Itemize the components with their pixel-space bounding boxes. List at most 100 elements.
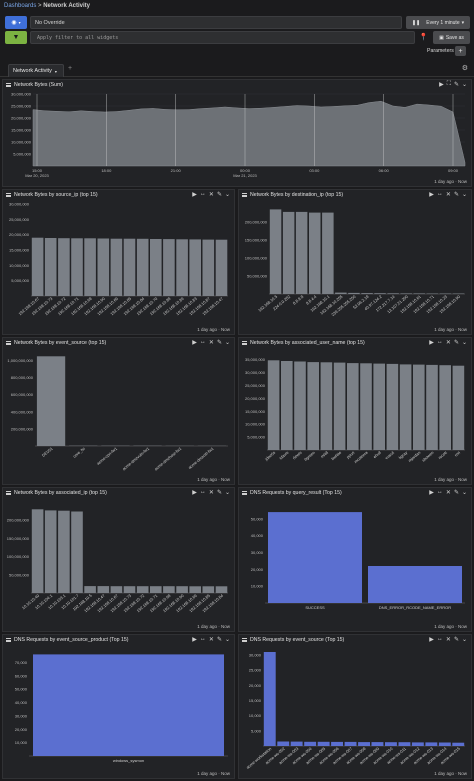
save-as-button[interactable]: ▣ Save as (433, 31, 470, 44)
x-tick-label: rori (453, 450, 461, 458)
chevron-down-icon[interactable]: ⌄ (224, 340, 230, 346)
y-tick-label: 150,000,000 (245, 238, 268, 243)
area-series (32, 100, 466, 167)
bar (295, 211, 308, 294)
collapse-icon[interactable]: ✕ (445, 490, 451, 496)
bar (439, 365, 451, 450)
widget-dns-by-event-source: DNS Requests by event_source (Top 15) ▶ ↔… (238, 634, 472, 779)
drag-handle-icon[interactable] (6, 638, 11, 642)
x-tick-label: mhill (320, 450, 330, 459)
y-tick-label: 70,000 (15, 660, 28, 665)
collapse-icon[interactable]: ✕ (445, 192, 451, 198)
drag-handle-icon[interactable] (242, 341, 247, 345)
refresh-interval-select[interactable]: ❚❚ Every 1 minute ▾ (406, 16, 470, 29)
collapse-icon[interactable]: ✕ (208, 490, 214, 496)
bar (176, 239, 188, 296)
y-tick-label: 10,000 (15, 740, 28, 745)
bar (33, 654, 224, 756)
edit-icon[interactable]: ✎ (453, 82, 459, 88)
play-icon[interactable]: ▶ (429, 490, 434, 496)
resize-icon[interactable]: ↔ (436, 489, 443, 495)
edit-icon[interactable]: ✎ (216, 637, 222, 643)
collapse-icon[interactable]: ✕ (208, 637, 214, 643)
collapse-icon[interactable]: ✕ (208, 340, 214, 346)
add-tab-button[interactable]: + (68, 65, 73, 72)
resize-icon[interactable]: ↔ (199, 339, 206, 345)
drag-handle-icon[interactable] (6, 341, 11, 345)
widget-actions: ▶ ↔ ✕ ✎ ⌄ (192, 636, 230, 643)
filter-input[interactable]: Apply filter to all widgets (30, 31, 415, 44)
widget-title: Network Bytes by event_source (top 15) (14, 340, 107, 346)
add-parameter-button[interactable]: + (455, 46, 466, 56)
drag-handle-icon[interactable] (242, 638, 247, 642)
chevron-down-icon[interactable]: ⌄ (224, 637, 230, 643)
edit-icon[interactable]: ✎ (453, 192, 459, 198)
x-tick-label: 21:00 (171, 168, 182, 173)
chevron-down-icon[interactable]: ⌄ (461, 82, 467, 88)
widget-title: DNS Requests by event_source_product (To… (14, 637, 129, 643)
bar (31, 509, 44, 593)
edit-icon[interactable]: ✎ (453, 490, 459, 496)
resize-icon[interactable]: ↔ (436, 191, 443, 197)
expand-icon[interactable]: ⛶ (446, 81, 451, 87)
widget-actions: ▶ ⛶ ✎ ⌄ (439, 81, 467, 88)
play-icon[interactable]: ▶ (429, 192, 434, 198)
drag-handle-icon[interactable] (6, 491, 11, 495)
collapse-icon[interactable]: ✕ (445, 340, 451, 346)
play-icon[interactable]: ▶ (192, 192, 197, 198)
bar (136, 238, 149, 296)
breadcrumb-root-link[interactable]: Dashboards (4, 3, 37, 9)
bar (400, 293, 412, 294)
edit-icon[interactable]: ✎ (453, 637, 459, 643)
tab-network-activity[interactable]: Network Activity ▾ (8, 64, 64, 77)
pin-icon[interactable]: 📍 (419, 34, 428, 41)
resize-icon[interactable]: ↔ (436, 636, 443, 642)
drag-handle-icon[interactable] (242, 491, 247, 495)
override-select[interactable]: No Override (30, 16, 402, 29)
drag-handle-icon[interactable] (6, 193, 11, 197)
gear-icon[interactable]: ⚙ (461, 65, 468, 72)
bar (202, 586, 215, 593)
bar (358, 742, 370, 746)
widget-time-range: 1 day ago · Now (197, 477, 230, 482)
resize-icon[interactable]: ↔ (199, 636, 206, 642)
override-toggle-button[interactable]: ◉ ▾ (5, 16, 27, 29)
x-tick-label: rscott (437, 449, 448, 460)
chevron-down-icon[interactable]: ⌄ (224, 192, 230, 198)
bar (269, 209, 282, 294)
filter-button[interactable]: ▼ (5, 31, 27, 44)
widget-actions: ▶ ↔ ✕ ✎ ⌄ (192, 191, 230, 198)
chevron-down-icon[interactable]: ⌄ (461, 637, 467, 643)
edit-icon[interactable]: ✎ (453, 340, 459, 346)
collapse-icon[interactable]: ✕ (445, 637, 451, 643)
collapse-icon[interactable]: ✕ (208, 192, 214, 198)
bar (163, 239, 175, 296)
bar (320, 362, 333, 450)
override-select-value: No Override (35, 19, 65, 26)
chevron-down-icon[interactable]: ⌄ (224, 490, 230, 496)
play-icon[interactable]: ▶ (439, 82, 444, 88)
drag-handle-icon[interactable] (242, 193, 247, 197)
chevron-down-icon[interactable]: ⌄ (461, 192, 467, 198)
bar (150, 586, 162, 593)
resize-icon[interactable]: ↔ (199, 489, 206, 495)
chevron-down-icon[interactable]: ⌄ (461, 490, 467, 496)
edit-icon[interactable]: ✎ (216, 490, 222, 496)
x-tick-label: ehull (372, 450, 382, 459)
play-icon[interactable]: ▶ (429, 637, 434, 643)
resize-icon[interactable]: ↔ (199, 191, 206, 197)
play-icon[interactable]: ▶ (192, 637, 197, 643)
resize-icon[interactable]: ↔ (436, 339, 443, 345)
edit-icon[interactable]: ✎ (216, 340, 222, 346)
chevron-down-icon: ▾ (54, 68, 57, 74)
chevron-down-icon[interactable]: ⌄ (461, 340, 467, 346)
widget-dns-by-query-result: DNS Requests by query_result (Top 15) ▶ ↔… (238, 487, 472, 632)
play-icon[interactable]: ▶ (429, 340, 434, 346)
bar (44, 510, 57, 593)
play-icon[interactable]: ▶ (192, 490, 197, 496)
edit-icon[interactable]: ✎ (216, 192, 222, 198)
drag-handle-icon[interactable] (6, 83, 11, 87)
x-tick-label: 03:00 (309, 168, 320, 173)
play-icon[interactable]: ▶ (192, 340, 197, 346)
y-tick-label: 20,000 (15, 727, 28, 732)
